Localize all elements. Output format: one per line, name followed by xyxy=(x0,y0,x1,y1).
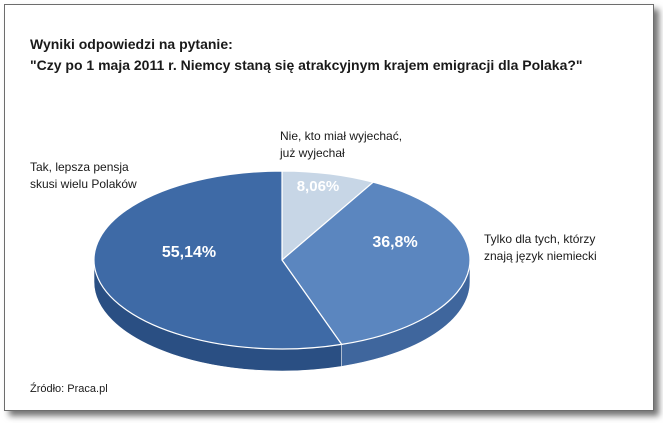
slice-label-small-line2: już wyjechał xyxy=(280,146,345,160)
source-note: Źródło: Praca.pl xyxy=(30,383,108,395)
chart-title-line2: "Czy po 1 maja 2011 r. Niemcy staną się … xyxy=(30,57,583,73)
slice-label-small: Nie, kto miał wyjechać, już wyjechał xyxy=(280,128,402,162)
slice-label-small-line1: Nie, kto miał wyjechać, xyxy=(280,129,403,143)
slice-label-large-line2: skusi wielu Polaków xyxy=(30,177,137,191)
slice-value-small: 8,06% xyxy=(297,178,340,195)
slice-label-large: Tak, lepsza pensja skusi wielu Polaków xyxy=(30,159,137,193)
slice-label-large-line1: Tak, lepsza pensja xyxy=(30,160,129,174)
slice-label-mid-line2: znają język niemiecki xyxy=(484,249,597,263)
slice-value-mid: 36,8% xyxy=(372,234,417,251)
slice-small xyxy=(281,170,375,262)
slice-label-mid: Tylko dla tych, którzy znają język niemi… xyxy=(484,231,597,265)
slice-value-large: 55,14% xyxy=(162,244,216,261)
slice-label-mid-line1: Tylko dla tych, którzy xyxy=(484,232,596,246)
slice-mid xyxy=(281,181,471,346)
chart-title: Wyniki odpowiedzi na pytanie: "Czy po 1 … xyxy=(30,34,630,76)
slice-large xyxy=(93,170,343,350)
chart-title-line1: Wyniki odpowiedzi na pytanie: xyxy=(30,36,233,52)
